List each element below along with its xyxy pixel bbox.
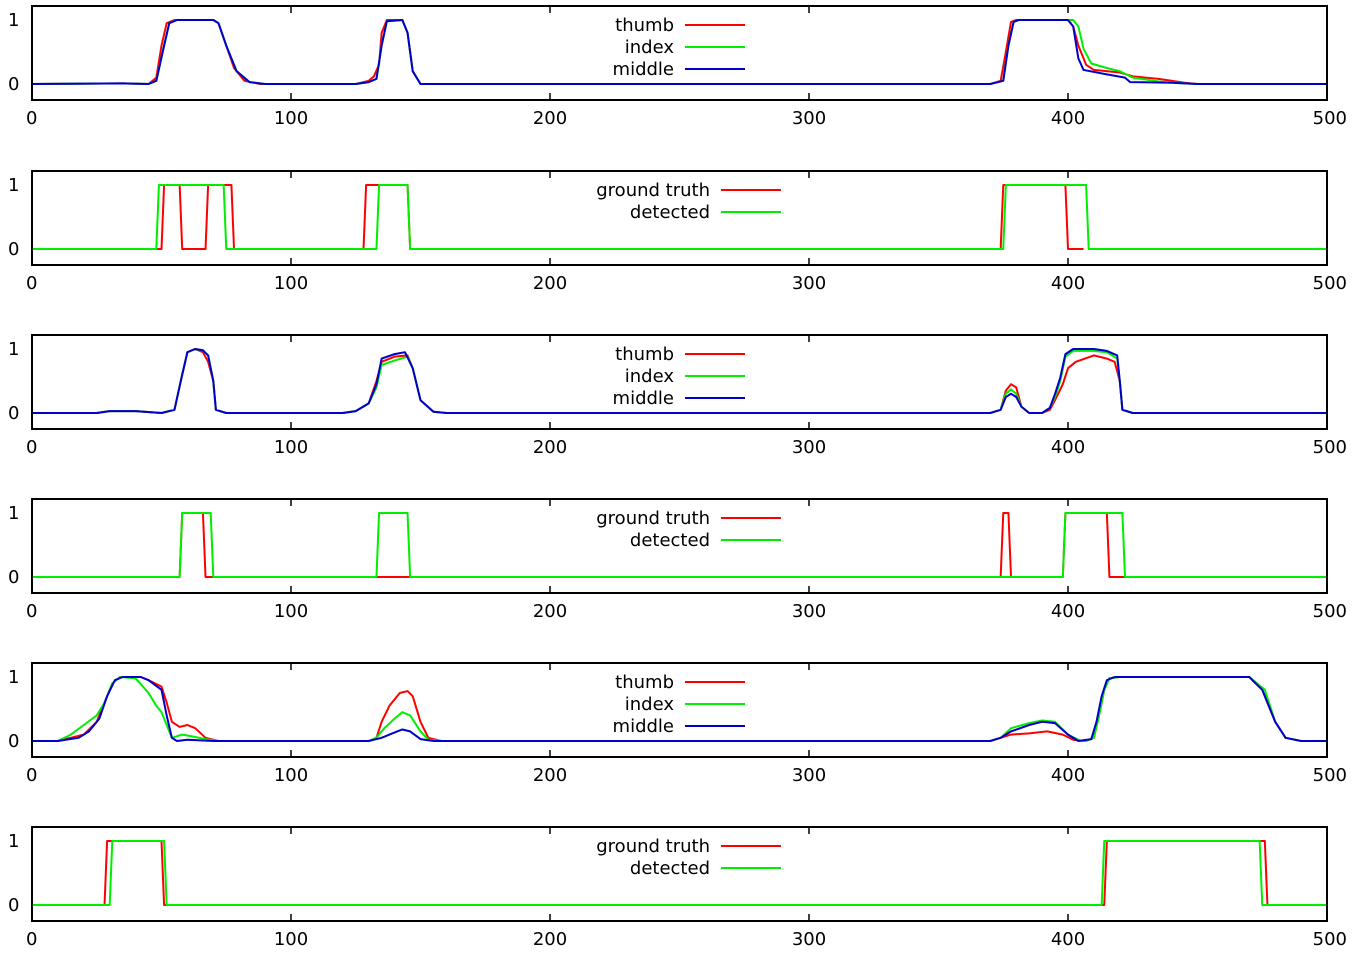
x-tick-label: 100 [274, 108, 308, 129]
x-tick-label: 0 [26, 765, 37, 786]
x-tick-label: 0 [26, 273, 37, 294]
series-line-middle [32, 348, 1327, 414]
x-tick-label: 500 [1313, 929, 1347, 950]
x-tick-label: 200 [533, 273, 567, 294]
x-tick-label: 200 [533, 765, 567, 786]
series-line-middle [31, 19, 1327, 85]
legend-label: middle [613, 59, 674, 80]
y-tick-label: 0 [8, 239, 19, 260]
x-tick-label: 500 [1313, 765, 1347, 786]
plot-frame [31, 826, 1328, 922]
x-tick-label: 400 [1051, 437, 1085, 458]
x-tick-label: 500 [1313, 437, 1347, 458]
legend-label: index [625, 366, 675, 387]
legend-label: ground truth [596, 508, 710, 529]
series-line-thumb [32, 676, 1327, 742]
y-tick-label: 1 [8, 175, 19, 196]
x-tick-label: 500 [1313, 108, 1347, 129]
x-tick-label: 400 [1051, 108, 1085, 129]
legend-label: ground truth [596, 836, 710, 857]
legend-label: middle [613, 388, 674, 409]
y-tick-label: 1 [8, 10, 19, 31]
legend-label: index [625, 37, 675, 58]
x-tick-label: 100 [274, 273, 308, 294]
x-tick-label: 200 [533, 929, 567, 950]
legend-label: detected [630, 858, 710, 879]
series-line-middle [32, 676, 1327, 742]
x-tick-label: 200 [533, 108, 567, 129]
legend-label: thumb [615, 15, 674, 36]
y-tick-label: 0 [8, 567, 19, 588]
y-tick-label: 0 [8, 74, 19, 95]
x-tick-label: 500 [1313, 273, 1347, 294]
plot-frame [31, 170, 1328, 266]
y-tick-label: 1 [8, 667, 19, 688]
legend-label: middle [613, 716, 674, 737]
x-tick-label: 300 [792, 765, 826, 786]
series-line-ground-truth [32, 184, 1084, 250]
y-tick-label: 1 [8, 339, 19, 360]
x-tick-label: 300 [792, 601, 826, 622]
x-tick-label: 300 [792, 273, 826, 294]
series-line-thumb [31, 19, 1327, 85]
y-tick-label: 0 [8, 403, 19, 424]
x-tick-label: 500 [1313, 601, 1347, 622]
x-tick-label: 400 [1051, 273, 1085, 294]
plot-frame [31, 662, 1328, 758]
series-line-detected [32, 184, 1327, 250]
plot-frame [31, 498, 1328, 594]
series-line-index [32, 348, 1327, 414]
x-tick-label: 400 [1051, 601, 1085, 622]
plot-frame [31, 334, 1328, 430]
series-line-detected [32, 512, 1327, 578]
y-tick-label: 1 [8, 503, 19, 524]
legend-label: ground truth [596, 180, 710, 201]
x-tick-label: 300 [792, 437, 826, 458]
y-tick-label: 1 [8, 831, 19, 852]
legend-label: thumb [615, 672, 674, 693]
x-tick-label: 100 [274, 601, 308, 622]
y-tick-label: 0 [8, 895, 19, 916]
x-tick-label: 300 [792, 108, 826, 129]
legend-label: index [625, 694, 675, 715]
x-tick-label: 100 [274, 929, 308, 950]
legend-label: thumb [615, 344, 674, 365]
legend-label: detected [630, 202, 710, 223]
plot-frame [31, 5, 1328, 101]
series-line-index [32, 676, 1327, 742]
series-line-detected [32, 840, 1327, 906]
x-tick-label: 0 [26, 437, 37, 458]
x-tick-label: 200 [533, 601, 567, 622]
x-tick-label: 0 [26, 929, 37, 950]
x-tick-label: 100 [274, 437, 308, 458]
x-tick-label: 0 [26, 108, 37, 129]
x-tick-label: 400 [1051, 929, 1085, 950]
x-tick-label: 300 [792, 929, 826, 950]
x-tick-label: 100 [274, 765, 308, 786]
x-tick-label: 400 [1051, 765, 1085, 786]
x-tick-label: 200 [533, 437, 567, 458]
y-tick-label: 0 [8, 731, 19, 752]
x-tick-label: 0 [26, 601, 37, 622]
legend-label: detected [630, 530, 710, 551]
series-line-index [31, 19, 1327, 85]
series-line-thumb [32, 348, 1327, 414]
